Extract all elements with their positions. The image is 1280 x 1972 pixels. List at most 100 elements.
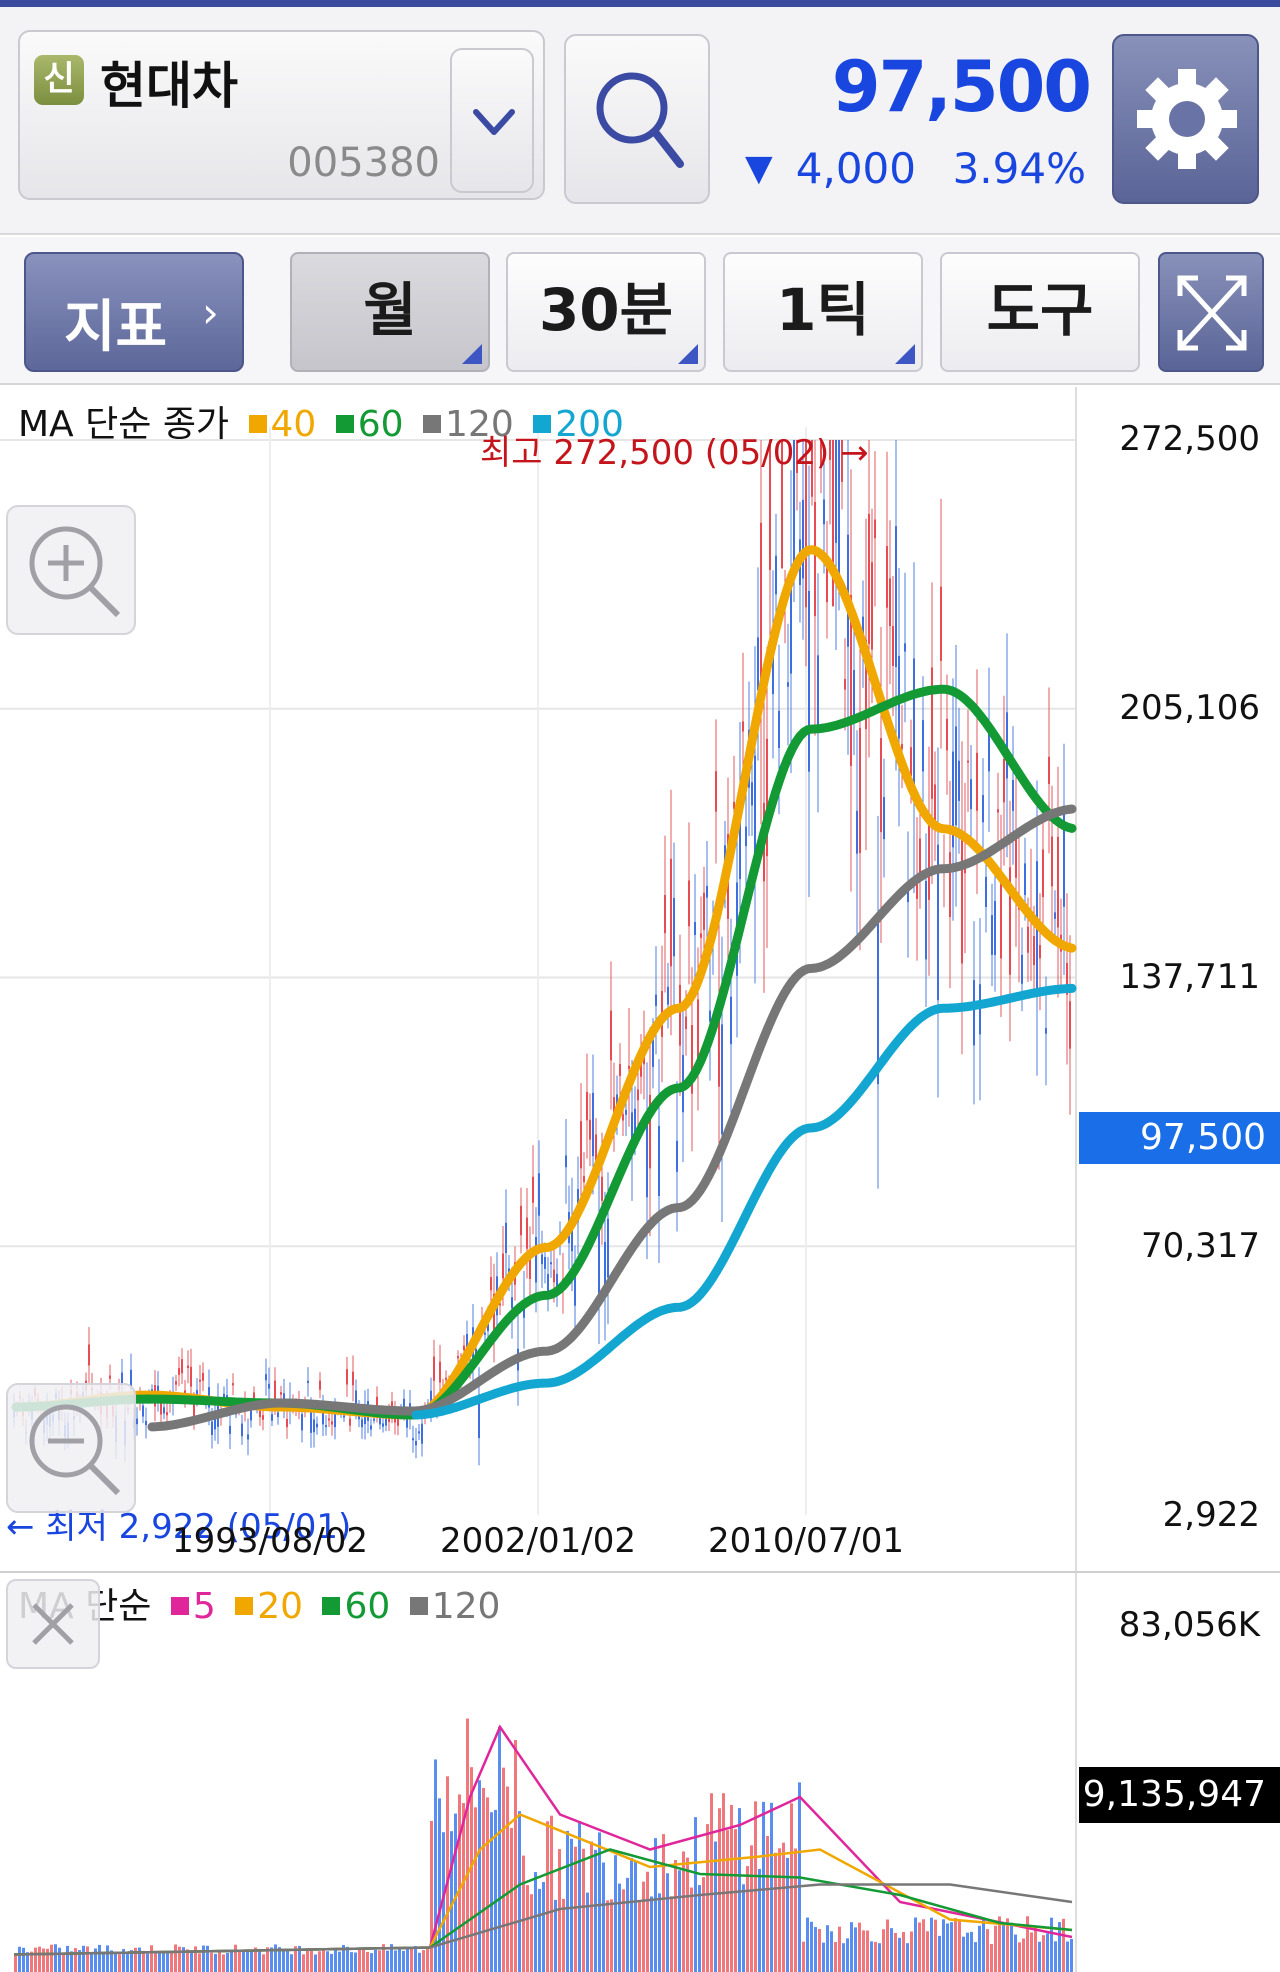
chart-area[interactable]: MA 단순 종가 40 60 120 200 최고 272,500 (05/02…: [0, 387, 1280, 1972]
volume-bar: [766, 1836, 769, 1972]
volume-bar: [1070, 1938, 1073, 1972]
volume-bar: [106, 1945, 109, 1972]
candle-body: [382, 1423, 384, 1427]
volume-bar: [74, 1948, 77, 1972]
volume-bar: [58, 1947, 61, 1972]
candle-body: [793, 440, 795, 576]
candle-body: [175, 1381, 177, 1385]
search-button[interactable]: [564, 34, 710, 204]
candle-body: [1042, 849, 1044, 898]
period-30min-button[interactable]: 30분: [506, 252, 706, 372]
volume-bar: [842, 1943, 845, 1972]
volume-bar: [366, 1951, 369, 1972]
legend-swatch-v5: [170, 1597, 189, 1615]
candle-body: [193, 1402, 195, 1420]
volume-bar: [122, 1949, 125, 1972]
candle-body: [1033, 935, 1035, 966]
candle-body: [232, 1383, 234, 1386]
candle-body: [688, 880, 690, 927]
candle-body: [1039, 945, 1041, 959]
candle-body: [979, 984, 981, 1035]
candle-body: [145, 1420, 147, 1426]
volume-bar: [230, 1951, 233, 1972]
candle-body: [544, 1256, 546, 1269]
x-label-1993: 1993/08/02: [172, 1521, 368, 1561]
candle-body: [622, 1114, 624, 1121]
volume-bar: [558, 1849, 561, 1972]
volume-bar: [1054, 1941, 1057, 1972]
candle-body: [1003, 758, 1005, 803]
zoom-out-button[interactable]: [6, 1383, 136, 1513]
stock-name[interactable]: 현대차: [100, 57, 238, 115]
candle-body: [850, 595, 852, 766]
fullscreen-button[interactable]: [1158, 252, 1264, 372]
tools-button[interactable]: 도구: [940, 252, 1140, 372]
ma-line-ma200: [411, 983, 1077, 1420]
period-monthly-button[interactable]: 월: [290, 252, 490, 372]
volume-bar: [602, 1862, 605, 1972]
candle-body: [286, 1418, 288, 1428]
volume-bar: [946, 1923, 949, 1972]
candle-body: [565, 1155, 567, 1168]
candle-body: [946, 718, 948, 751]
candle-body: [772, 634, 774, 695]
volume-bar: [914, 1917, 917, 1972]
volume-bar: [978, 1925, 981, 1972]
candle-body: [679, 984, 681, 1046]
candle-body: [406, 1418, 408, 1428]
chart-canvas[interactable]: [0, 387, 1280, 1972]
candle-body: [934, 784, 936, 828]
volume-bar: [86, 1946, 89, 1972]
volume-bar: [318, 1951, 321, 1972]
y-label-272500: 272,500: [1119, 419, 1260, 459]
candle-body: [880, 737, 882, 833]
candle-body: [820, 440, 822, 469]
volume-bar: [458, 1794, 461, 1972]
volume-bar: [474, 1807, 477, 1972]
volume-bar: [146, 1953, 149, 1972]
volume-bar: [890, 1928, 893, 1972]
legend-vma20: 20: [257, 1586, 303, 1627]
volume-bar: [126, 1952, 129, 1972]
candle-body: [847, 534, 849, 647]
stock-dropdown-button[interactable]: [450, 48, 534, 193]
candle-body: [1057, 836, 1059, 928]
volume-bar: [346, 1946, 349, 1972]
volume-bar: [54, 1944, 57, 1972]
candle-body: [973, 980, 975, 1046]
volume-bar: [358, 1949, 361, 1972]
volume-bar: [958, 1921, 961, 1972]
volume-bar: [718, 1808, 721, 1972]
candle-body: [301, 1413, 303, 1431]
candle-body: [463, 1345, 465, 1351]
volume-bar: [442, 1832, 445, 1972]
period-1tick-button[interactable]: 1틱: [723, 252, 923, 372]
close-volume-button[interactable]: [6, 1579, 100, 1669]
candle-body: [526, 1217, 528, 1249]
zoom-in-icon: [29, 526, 121, 618]
volume-bar: [698, 1885, 701, 1972]
settings-button[interactable]: [1112, 34, 1259, 204]
candle-body: [937, 844, 939, 1001]
candle-body: [940, 586, 942, 661]
candle-body: [163, 1407, 165, 1414]
candle-body: [610, 1010, 612, 1061]
volume-bar: [398, 1948, 401, 1972]
legend-ma40: 40: [270, 404, 317, 445]
volume-bar: [418, 1952, 421, 1972]
volume-bar: [430, 1820, 433, 1972]
volume-bar: [934, 1919, 937, 1972]
volume-bar: [150, 1945, 153, 1972]
volume-bar: [50, 1944, 53, 1972]
candle-body: [892, 626, 894, 666]
volume-bar: [434, 1759, 437, 1972]
period-monthly-label: 월: [363, 276, 417, 344]
candle-body: [733, 801, 735, 809]
volume-bar: [470, 1767, 473, 1972]
volume-bar: [502, 1767, 505, 1972]
volume-ma-line-3: [13, 1883, 1073, 1956]
zoom-in-button[interactable]: [6, 505, 136, 635]
indicator-button[interactable]: 지표 ›: [24, 252, 244, 372]
volume-bar: [374, 1949, 377, 1972]
candle-body: [418, 1431, 420, 1434]
